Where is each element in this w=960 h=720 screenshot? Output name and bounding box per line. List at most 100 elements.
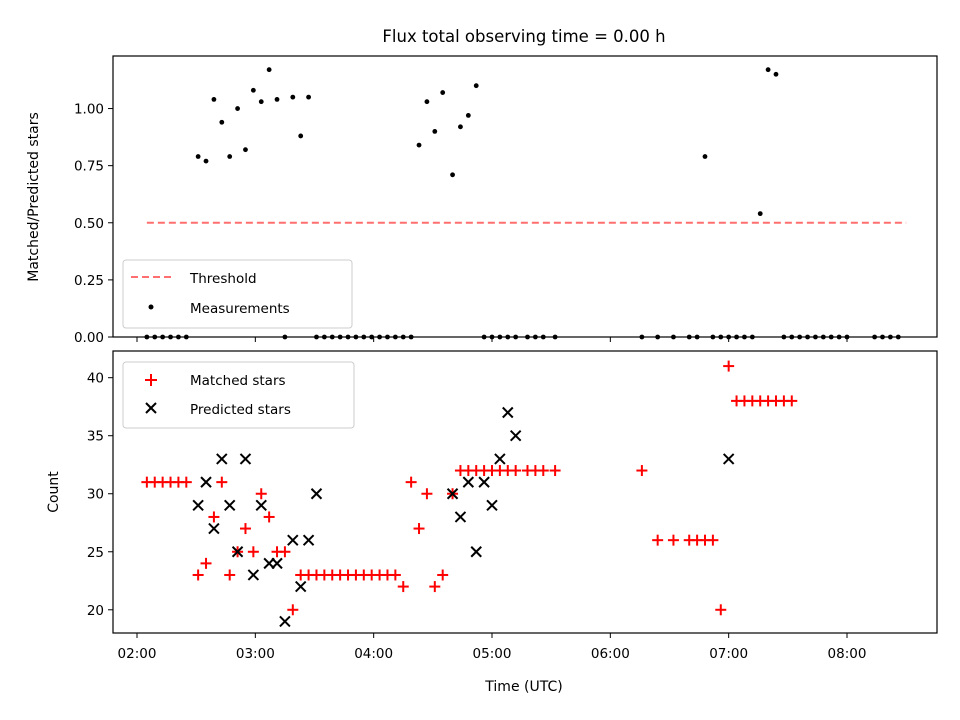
measurement-point bbox=[298, 133, 304, 139]
legend-measurements-swatch bbox=[148, 304, 154, 310]
matched-star-point bbox=[192, 569, 204, 581]
matched-star-point bbox=[413, 523, 425, 535]
y-tick-label: 0.00 bbox=[74, 330, 104, 346]
matched-star-point bbox=[200, 557, 212, 569]
predicted-star-point bbox=[247, 569, 260, 581]
y-tick-label: 0.50 bbox=[74, 216, 104, 232]
x-axis-label: Time (UTC) bbox=[484, 679, 562, 695]
predicted-star-point bbox=[279, 615, 291, 628]
predicted-star-point bbox=[722, 453, 735, 465]
measurement-point bbox=[473, 83, 479, 89]
legend-matched-swatch bbox=[145, 374, 157, 386]
measurement-point bbox=[757, 211, 763, 217]
measurement-point bbox=[440, 90, 446, 95]
predicted-star-point bbox=[462, 476, 475, 488]
measurement-point bbox=[258, 99, 264, 105]
matched-star-point bbox=[723, 360, 735, 372]
predicted-star-point bbox=[470, 546, 482, 558]
predicted-star-point bbox=[231, 546, 244, 558]
measurement-point bbox=[243, 147, 248, 153]
y-tick-label: 0.25 bbox=[74, 273, 104, 289]
y-tick-label: 1.00 bbox=[74, 102, 104, 118]
measurement-point bbox=[450, 172, 455, 178]
bottom-y-axis-label: Count bbox=[46, 471, 62, 513]
predicted-star-point bbox=[223, 499, 236, 512]
matched-star-point bbox=[429, 581, 441, 593]
predicted-star-point bbox=[478, 476, 490, 488]
y-tick-label: 35 bbox=[87, 429, 104, 445]
measurement-point bbox=[458, 124, 463, 130]
x-tick-label: 05:00 bbox=[473, 646, 512, 662]
predicted-star-point bbox=[454, 511, 467, 523]
matched-star-point bbox=[437, 569, 449, 581]
matched-star-point bbox=[397, 581, 409, 593]
x-tick-label: 04:00 bbox=[354, 646, 393, 662]
legend-matched-label: Matched stars bbox=[190, 373, 286, 389]
matched-star-point bbox=[255, 488, 267, 500]
matched-star-point bbox=[421, 488, 433, 500]
bottom-legend: Matched stars Predicted stars bbox=[122, 361, 355, 429]
predicted-star-point bbox=[208, 522, 220, 535]
y-tick-label: 0.75 bbox=[74, 159, 104, 175]
matched-star-point bbox=[707, 534, 719, 546]
matched-star-point bbox=[389, 569, 401, 581]
matched-star-point bbox=[247, 546, 259, 558]
predicted-star-point bbox=[192, 499, 204, 512]
x-tick-label: 07:00 bbox=[709, 646, 748, 662]
top-panel: 0.00 0.25 0.50 0.75 1.00 Matched/Predicted s… bbox=[26, 55, 938, 346]
y-tick-label: 40 bbox=[87, 371, 104, 387]
matched-star-point bbox=[537, 465, 549, 477]
predicted-star-point bbox=[509, 430, 522, 442]
predicted-star-point bbox=[216, 453, 228, 465]
matched-star-point bbox=[216, 476, 228, 488]
measurement-point bbox=[211, 97, 217, 102]
measurement-point bbox=[235, 106, 240, 111]
predicted-star-point bbox=[200, 476, 212, 488]
measurement-point bbox=[306, 94, 311, 100]
matched-star-point bbox=[224, 569, 236, 581]
predicted-star-point bbox=[446, 488, 459, 500]
measurement-point bbox=[195, 154, 201, 159]
predicted-star-point bbox=[287, 534, 299, 546]
predicted-star-point bbox=[271, 557, 283, 570]
legend-predicted-label: Predicted stars bbox=[190, 402, 291, 418]
measurement-point bbox=[432, 128, 438, 134]
predicted-star-point bbox=[294, 580, 307, 593]
measurement-point bbox=[266, 67, 272, 73]
predicted-star-point bbox=[494, 453, 506, 465]
predicted-star-point bbox=[255, 499, 267, 512]
legend-predicted-swatch bbox=[145, 402, 157, 414]
x-tick-label: 03:00 bbox=[236, 646, 275, 662]
matched-star-point bbox=[208, 511, 220, 523]
matched-star-point bbox=[715, 604, 727, 616]
measurement-point bbox=[773, 71, 779, 77]
y-tick-label: 20 bbox=[87, 603, 104, 619]
bottom-panel: 20 25 30 35 40 02:00 03:00 04:00 05:00 06:00 07:0… bbox=[46, 350, 938, 695]
x-tick-label: 02:00 bbox=[118, 646, 157, 662]
predicted-star-point bbox=[310, 488, 323, 500]
x-tick-label: 06:00 bbox=[591, 646, 630, 662]
matched-star-point bbox=[786, 395, 798, 407]
matched-star-point bbox=[239, 523, 251, 535]
measurement-point bbox=[227, 154, 233, 159]
measurement-point bbox=[424, 99, 430, 105]
matched-star-point bbox=[636, 465, 648, 477]
chart-title: Flux total observing time = 0.00 h bbox=[382, 27, 665, 46]
matched-star-point bbox=[279, 546, 291, 558]
matched-star-point bbox=[263, 511, 275, 523]
measurement-point bbox=[416, 142, 422, 148]
measurement-point bbox=[765, 67, 771, 73]
measurement-point bbox=[250, 87, 256, 93]
legend-measurements-label: Measurements bbox=[190, 301, 290, 317]
y-tick-label: 25 bbox=[87, 545, 104, 561]
matched-star-point bbox=[180, 476, 192, 488]
x-tick-label: 08:00 bbox=[828, 646, 867, 662]
measurement-point bbox=[274, 97, 280, 102]
predicted-star-point bbox=[302, 534, 315, 546]
y-tick-label: 30 bbox=[87, 487, 104, 503]
matched-star-point bbox=[549, 465, 561, 477]
top-y-axis-label: Matched/Predicted stars bbox=[26, 112, 42, 282]
measurement-point bbox=[702, 154, 708, 159]
matched-star-point bbox=[652, 534, 664, 546]
